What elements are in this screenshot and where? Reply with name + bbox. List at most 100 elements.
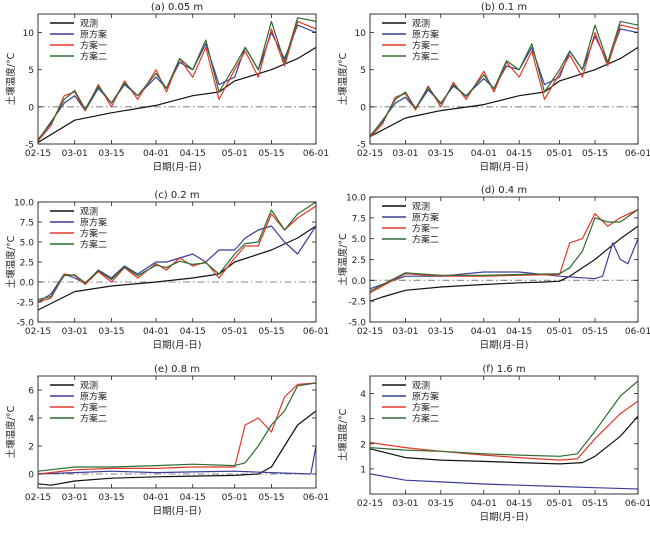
chart-panel-a: (a) 0.05 m -5 0 5 10 02-15 03-01 03-15 04-01 04-1… <box>5 2 329 173</box>
series-line-方案二 <box>370 209 638 292</box>
legend-label: 方案二 <box>412 413 439 425</box>
y-tick-label: 0 <box>360 103 366 113</box>
series-line-原方案 <box>38 445 316 475</box>
legend-label: 方案一 <box>80 402 107 414</box>
legend-label: 方案二 <box>412 234 439 246</box>
legend-label: 原方案 <box>412 391 439 403</box>
legend-label: 方案一 <box>412 402 439 414</box>
y-axis-label: 土壤温度/°C <box>337 408 349 461</box>
x-tick-label: 02-15 <box>357 149 383 159</box>
series-line-方案二 <box>38 17 316 140</box>
series-line-方案一 <box>38 20 316 142</box>
x-tick-label: 04-15 <box>180 327 206 337</box>
panel-title: (b) 0.1 m <box>481 2 527 13</box>
legend-label: 方案一 <box>412 223 439 235</box>
legend-label: 观测 <box>80 207 98 218</box>
x-tick-label: 06-01 <box>625 499 650 509</box>
legend-label: 观测 <box>80 381 98 392</box>
x-tick-label: 05-15 <box>582 149 608 159</box>
series-line-方案一 <box>370 400 638 461</box>
x-axis-label: 日期(月-日) <box>480 340 529 351</box>
y-tick-label: 0 <box>28 471 34 481</box>
y-tick-label: 0.0 <box>352 277 367 287</box>
y-tick-label: 5 <box>360 66 366 76</box>
x-tick-label: 04-01 <box>143 149 169 159</box>
panel-title: (e) 0.8 m <box>154 364 200 375</box>
x-axis-label: 日期(月-日) <box>153 506 202 517</box>
y-tick-label: 10.0 <box>346 194 366 204</box>
plot-frame <box>37 375 317 489</box>
x-tick-label: 02-15 <box>25 327 51 337</box>
legend-label: 方案一 <box>80 40 107 52</box>
x-tick-label: 03-15 <box>98 327 124 337</box>
y-tick-label: 1 <box>360 465 366 475</box>
y-tick-label: 2 <box>28 443 34 453</box>
series-line-原方案 <box>370 28 638 137</box>
y-tick-label: -5 <box>357 141 366 151</box>
chart-panel-b: (b) 0.1 m -5 0 5 10 02-15 03-01 03-15 04-01 04-15… <box>337 2 650 173</box>
x-axis-label: 日期(月-日) <box>480 162 529 173</box>
x-tick-label: 02-15 <box>357 327 383 337</box>
x-tick-label: 05-01 <box>222 493 248 503</box>
series-line-观测 <box>38 225 316 311</box>
panel-title: (f) 1.6 m <box>482 364 525 375</box>
series-line-观测 <box>370 46 638 138</box>
plot-frame <box>369 13 639 145</box>
y-tick-label: 10 <box>355 29 367 39</box>
y-tick-label: -5 <box>25 141 34 151</box>
y-tick-label: 6 <box>28 387 34 397</box>
series-line-观测 <box>370 415 638 465</box>
chart-panel-f: (f) 1.6 m 1 2 3 4 02-15 03-01 03-15 04-01 04-15 05… <box>337 364 650 523</box>
y-tick-label: -2.5 <box>16 299 34 309</box>
series-line-方案一 <box>38 382 316 475</box>
legend-label: 方案二 <box>412 51 439 63</box>
y-tick-label: 7.5 <box>20 219 34 229</box>
legend-label: 方案一 <box>412 40 439 52</box>
x-tick-label: 06-01 <box>625 149 650 159</box>
x-tick-label: 03-15 <box>428 499 454 509</box>
series-line-原方案 <box>38 225 316 303</box>
x-axis-label: 日期(月-日) <box>153 340 202 351</box>
y-tick-label: 4 <box>28 415 34 425</box>
series-line-观测 <box>370 225 638 302</box>
y-tick-label: 4 <box>360 390 366 400</box>
x-tick-label: 05-01 <box>222 149 248 159</box>
x-tick-label: 06-01 <box>303 493 329 503</box>
x-tick-label: 05-01 <box>547 149 573 159</box>
panel-title: (c) 0.2 m <box>154 190 199 201</box>
y-tick-label: -5.0 <box>348 319 366 329</box>
series-line-观测 <box>38 410 316 486</box>
y-tick-label: 2 <box>360 440 366 450</box>
x-tick-label: 05-15 <box>258 327 284 337</box>
x-tick-label: 05-15 <box>582 327 608 337</box>
panel-title: (d) 0.4 m <box>481 185 527 196</box>
chart-panel-e: (e) 0.8 m 0 2 4 6 02-15 03-01 03-15 04-01 04-15 05… <box>5 364 329 517</box>
plot-frame <box>369 375 639 495</box>
x-tick-label: 04-15 <box>506 499 532 509</box>
x-axis-label: 日期(月-日) <box>480 512 529 523</box>
y-axis-label: 土壤温度/°C <box>337 233 349 286</box>
legend-label: 观测 <box>412 19 430 30</box>
legend-label: 原方案 <box>412 29 439 41</box>
x-tick-label: 04-15 <box>506 149 532 159</box>
x-tick-label: 05-01 <box>222 327 248 337</box>
x-tick-label: 06-01 <box>303 149 329 159</box>
x-tick-label: 04-01 <box>471 499 497 509</box>
x-tick-label: 02-15 <box>25 149 51 159</box>
y-tick-label: 3 <box>360 415 366 425</box>
y-tick-label: 10 <box>23 29 35 39</box>
y-tick-label: 5.0 <box>352 235 367 245</box>
y-axis-label: 土壤温度/°C <box>5 235 17 288</box>
y-tick-label: 5.0 <box>20 239 35 249</box>
plot-frame <box>37 13 317 145</box>
x-tick-label: 03-01 <box>392 149 418 159</box>
x-tick-label: 03-01 <box>62 493 88 503</box>
x-tick-label: 04-01 <box>471 327 497 337</box>
series-line-方案一 <box>370 208 638 294</box>
chart-panel-c: (c) 0.2 m -5.0 -2.5 0.0 2.5 5.0 7.5 10.0 02-15 03… <box>5 190 329 351</box>
x-tick-label: 03-01 <box>392 327 418 337</box>
y-tick-label: 5 <box>28 66 34 76</box>
y-axis-label: 土壤温度/°C <box>5 405 17 458</box>
x-tick-label: 02-15 <box>357 499 383 509</box>
